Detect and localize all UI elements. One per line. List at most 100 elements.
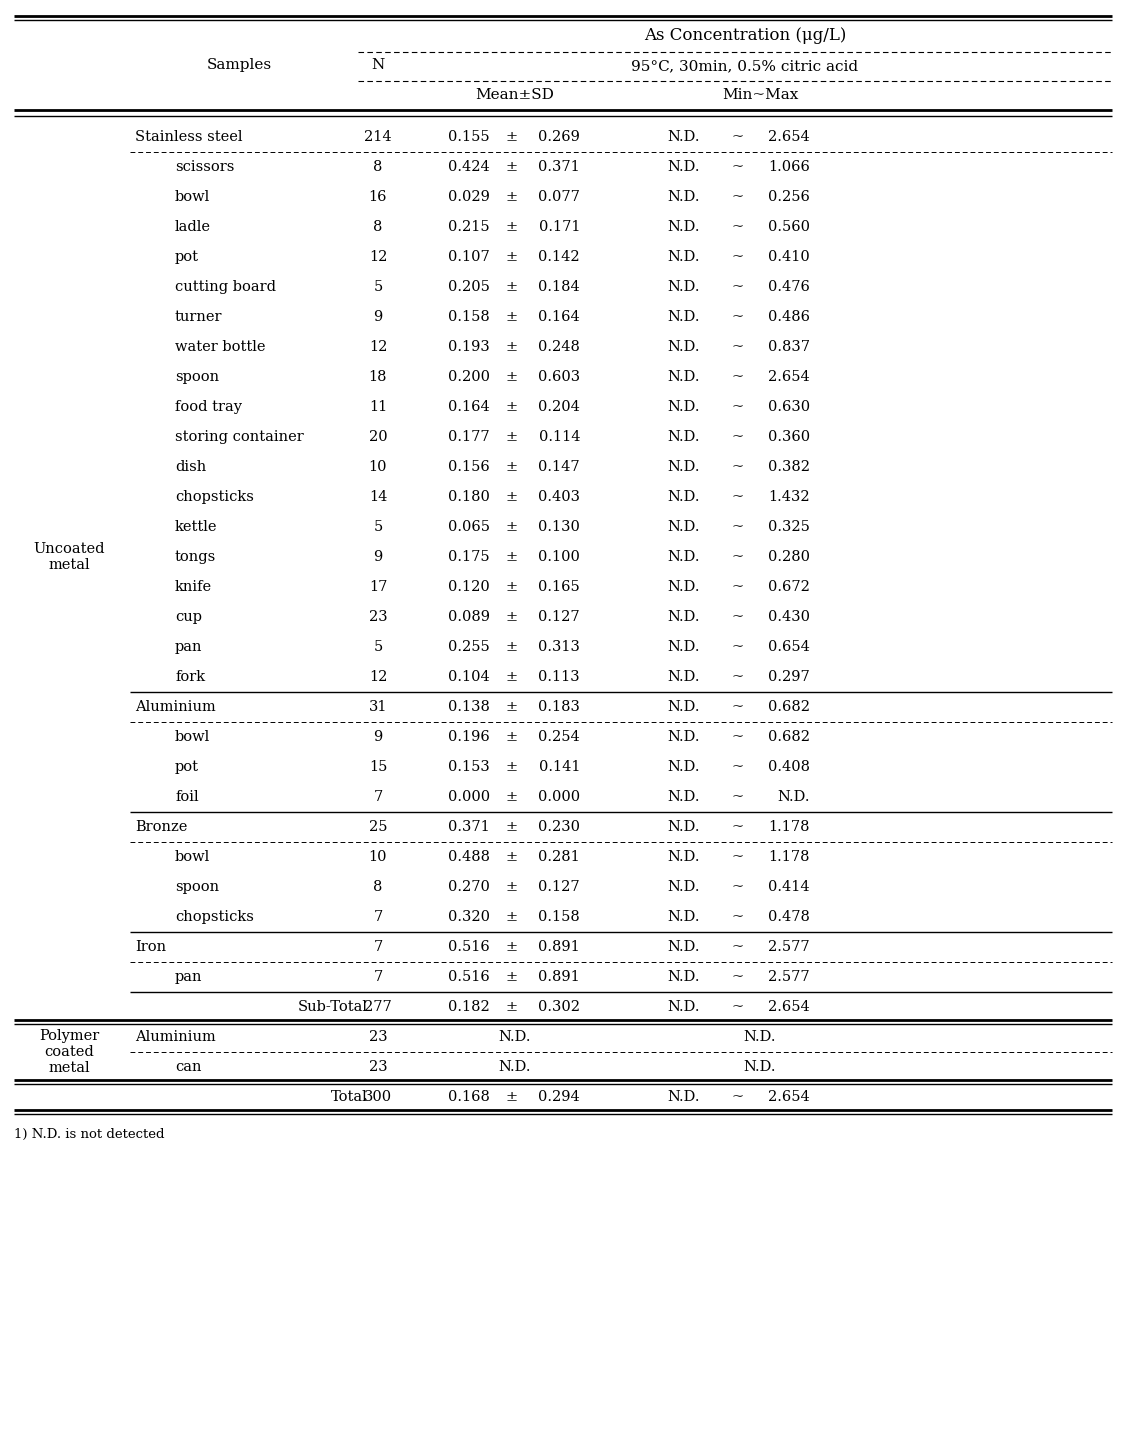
Text: 0.104: 0.104 [448,670,490,684]
Text: 0.280: 0.280 [768,550,810,564]
Text: ~: ~ [732,519,744,534]
Text: 0.156: 0.156 [448,461,490,474]
Text: water bottle: water bottle [175,340,266,354]
Text: N.D.: N.D. [668,131,700,144]
Text: 0.603: 0.603 [538,370,580,385]
Text: 8: 8 [374,880,383,894]
Text: cutting board: cutting board [175,280,276,294]
Text: As Concentration (μg/L): As Concentration (μg/L) [644,27,846,44]
Text: 0.488: 0.488 [448,850,490,864]
Text: N.D.: N.D. [668,400,700,415]
Text: 0.113: 0.113 [538,670,580,684]
Text: 0.270: 0.270 [448,880,490,894]
Text: N.D.: N.D. [668,700,700,715]
Text: tongs: tongs [175,550,216,564]
Text: N.D.: N.D. [668,310,700,324]
Text: ~: ~ [732,730,744,743]
Text: ~: ~ [732,640,744,654]
Text: ~: ~ [732,280,744,294]
Text: ±: ± [506,880,518,894]
Text: ±: ± [506,370,518,385]
Text: N.D.: N.D. [668,850,700,864]
Text: Min~Max: Min~Max [722,88,798,102]
Text: ±: ± [506,970,518,984]
Text: 0.560: 0.560 [768,220,810,234]
Text: ~: ~ [732,340,744,354]
Text: 1.432: 1.432 [768,489,810,504]
Text: ±: ± [506,670,518,684]
Text: Iron: Iron [135,940,167,954]
Text: N.D.: N.D. [668,1091,700,1104]
Text: ~: ~ [732,250,744,264]
Text: ~: ~ [732,761,744,773]
Text: pan: pan [175,970,203,984]
Text: ±: ± [506,640,518,654]
Text: N.D.: N.D. [668,640,700,654]
Text: 0.682: 0.682 [768,730,810,743]
Text: 0.158: 0.158 [538,910,580,924]
Text: pot: pot [175,250,199,264]
Text: 0.193: 0.193 [448,340,490,354]
Text: ±: ± [506,280,518,294]
Text: 9: 9 [374,310,383,324]
Text: N.D.: N.D. [668,880,700,894]
Text: dish: dish [175,461,206,474]
Text: ~: ~ [732,310,744,324]
Text: ±: ± [506,220,518,234]
Text: 0.155: 0.155 [448,131,490,144]
Text: 2.654: 2.654 [768,370,810,385]
Text: ±: ± [506,250,518,264]
Text: chopsticks: chopsticks [175,489,253,504]
Text: spoon: spoon [175,370,220,385]
Text: ±: ± [506,850,518,864]
Text: 0.168: 0.168 [448,1091,490,1104]
Text: 0.138: 0.138 [448,700,490,715]
Text: cup: cup [175,610,202,624]
Text: N.D.: N.D. [668,159,700,174]
Text: ±: ± [506,700,518,715]
Text: ~: ~ [732,400,744,415]
Text: bowl: bowl [175,850,211,864]
Text: Samples: Samples [206,57,271,72]
Text: 0.114: 0.114 [538,430,580,443]
Text: foil: foil [175,791,198,804]
Text: ~: ~ [732,1000,744,1015]
Text: ~: ~ [732,550,744,564]
Text: 0.184: 0.184 [538,280,580,294]
Text: 0.294: 0.294 [538,1091,580,1104]
Text: 0.360: 0.360 [768,430,810,443]
Text: 0.255: 0.255 [448,640,490,654]
Text: N.D.: N.D. [668,970,700,984]
Text: 0.164: 0.164 [538,310,580,324]
Text: 0.371: 0.371 [448,819,490,834]
Text: Aluminium: Aluminium [135,700,216,715]
Text: 0.215: 0.215 [448,220,490,234]
Text: ±: ± [506,910,518,924]
Text: 0.313: 0.313 [538,640,580,654]
Text: 8: 8 [374,220,383,234]
Text: Total: Total [331,1091,368,1104]
Text: can: can [175,1060,202,1073]
Text: 2.654: 2.654 [768,131,810,144]
Text: N.D.: N.D. [668,940,700,954]
Text: ladle: ladle [175,220,211,234]
Text: 2.654: 2.654 [768,1000,810,1015]
Text: 0.230: 0.230 [538,819,580,834]
Text: 0.424: 0.424 [448,159,490,174]
Text: storing container: storing container [175,430,304,443]
Text: N.D.: N.D. [499,1060,531,1073]
Text: 0.256: 0.256 [768,189,810,204]
Text: 0.408: 0.408 [768,761,810,773]
Text: ~: ~ [732,159,744,174]
Text: 0.410: 0.410 [768,250,810,264]
Text: N.D.: N.D. [668,550,700,564]
Text: 0.089: 0.089 [448,610,490,624]
Text: 5: 5 [374,280,383,294]
Text: ±: ± [506,519,518,534]
Text: 0.153: 0.153 [448,761,490,773]
Text: ~: ~ [732,220,744,234]
Text: 0.204: 0.204 [538,400,580,415]
Text: 12: 12 [369,250,387,264]
Text: pot: pot [175,761,199,773]
Text: fork: fork [175,670,205,684]
